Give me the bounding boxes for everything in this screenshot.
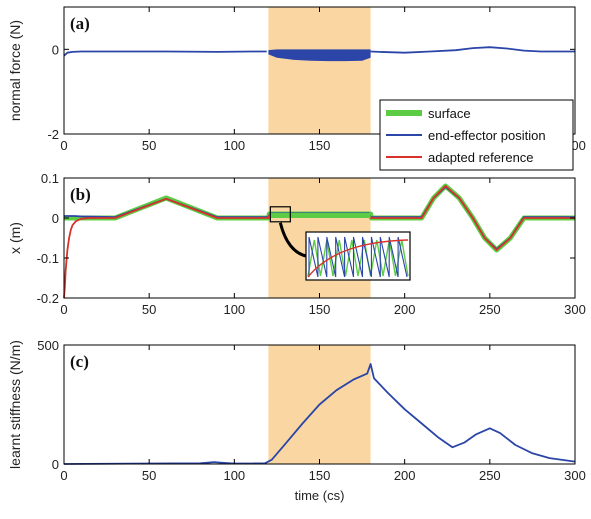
series-end-effector-position	[63, 50, 267, 57]
x-tick-label: 100	[223, 302, 245, 317]
panel-label: (c)	[70, 352, 89, 371]
panel-label: (a)	[70, 14, 90, 33]
x-tick-label: 250	[479, 468, 501, 483]
legend: surface end-effector position adapted re…	[379, 99, 574, 171]
x-tick-label: 150	[309, 468, 331, 483]
x-tick-label: 150	[309, 302, 331, 317]
series-tail	[370, 46, 575, 54]
panel-label: (b)	[70, 185, 91, 204]
x-tick-label: 0	[60, 138, 67, 153]
x-tick-label: 100	[223, 138, 245, 153]
x-axis-label: time (cs)	[295, 488, 345, 503]
legend-label-surface: surface	[428, 106, 471, 121]
highlight-region	[268, 7, 371, 134]
surface-oscillation-strip	[269, 212, 371, 218]
x-tick-label: 200	[394, 302, 416, 317]
x-tick-label: 250	[479, 302, 501, 317]
x-tick-label: 0	[60, 302, 67, 317]
legend-label-adapted-reference: adapted reference	[428, 150, 534, 165]
inset-adapted-reference	[307, 239, 409, 278]
series-learnt-stiffness	[63, 363, 576, 465]
x-tick-label: 200	[394, 468, 416, 483]
panel-2: 0 50 100 150 200 250 300 0 500 (c) learnt stiffnes…	[7, 338, 586, 503]
y-tick-label: 0	[52, 42, 59, 57]
x-tick-label: 50	[142, 468, 156, 483]
y-axis-label: normal force (N)	[7, 20, 23, 121]
y-tick-label: 0	[52, 211, 59, 226]
x-tick-label: 50	[142, 138, 156, 153]
oscillation-band	[268, 49, 371, 62]
inset-zoom	[305, 231, 411, 281]
legend-label-end-effector: end-effector position	[428, 128, 546, 143]
x-tick-label: 150	[309, 138, 331, 153]
y-tick-label: -0.2	[37, 291, 59, 306]
inset-surface	[307, 239, 409, 277]
x-tick-label: 100	[223, 468, 245, 483]
y-tick-label: 500	[37, 338, 59, 353]
inset-end-effector	[308, 236, 408, 278]
series-adapted-reference	[63, 185, 575, 299]
y-axis-label: x (m)	[7, 222, 23, 254]
y-tick-label: 0.1	[41, 171, 59, 186]
y-tick-label: -2	[47, 127, 59, 142]
y-axis-label: learnt stiffness (N/m)	[7, 340, 23, 469]
x-tick-label: 0	[60, 468, 67, 483]
x-tick-label: 300	[564, 302, 586, 317]
x-tick-label: 50	[142, 302, 156, 317]
x-tick-label: 300	[564, 468, 586, 483]
y-tick-label: 0	[52, 457, 59, 472]
panel-1: 0 50 100 150 200 250 300 -0.2 -0.1 0 0.1 (b) x (m)	[7, 171, 586, 317]
y-tick-label: -0.1	[37, 251, 59, 266]
zoom-marker	[269, 206, 291, 223]
